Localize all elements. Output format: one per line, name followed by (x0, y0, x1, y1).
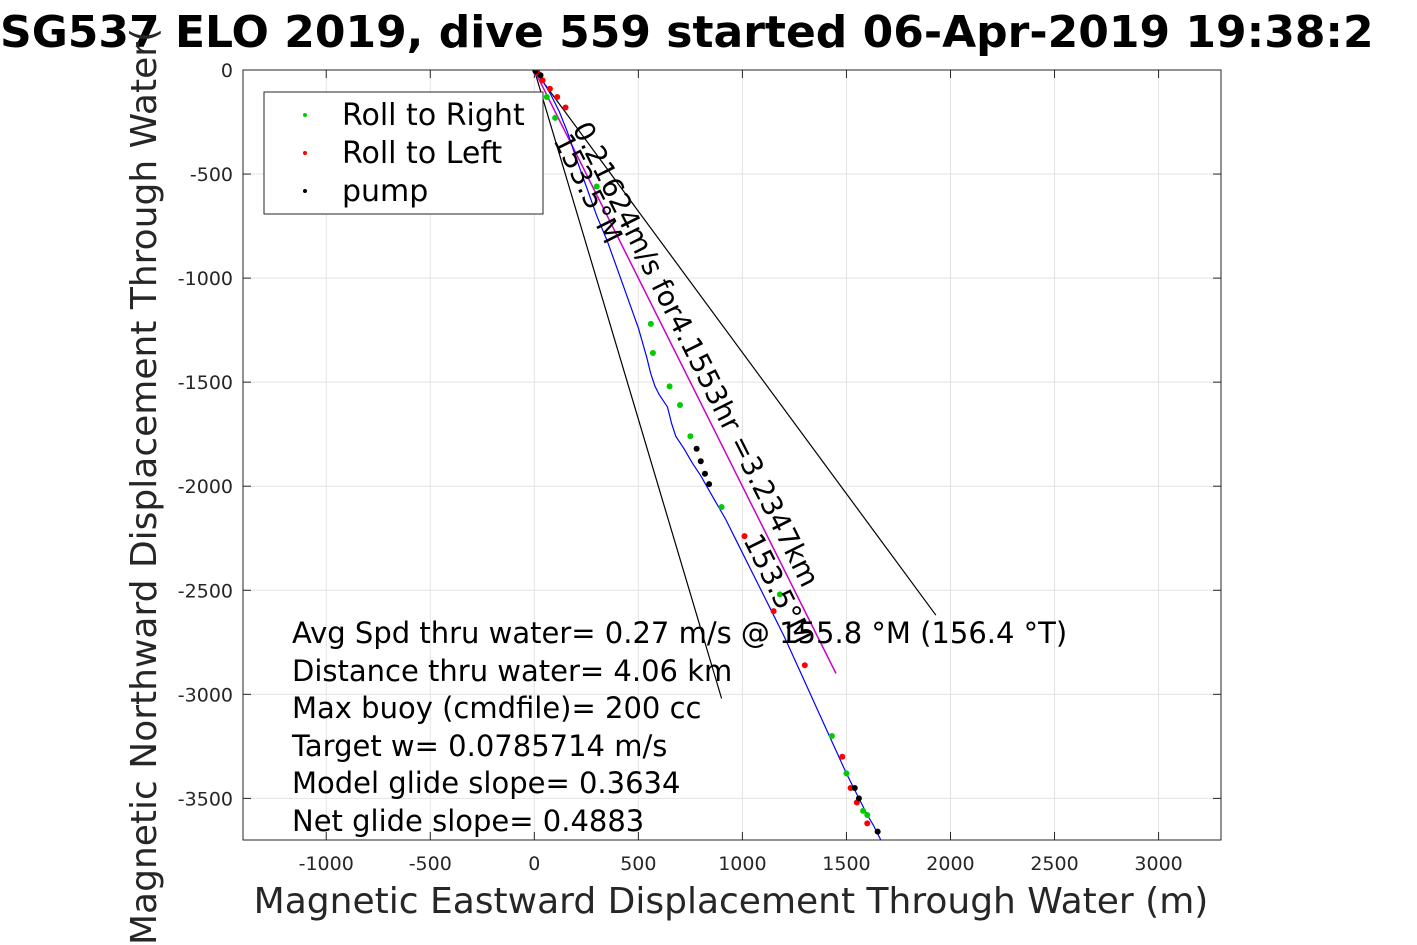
roll-right-point (676, 402, 683, 409)
roll-left-point (546, 85, 553, 92)
x-tick-label: -500 (409, 853, 452, 875)
y-tick-label: 0 (221, 60, 233, 82)
x-tick-label: 500 (620, 853, 656, 875)
x-tick-label: 1000 (718, 853, 766, 875)
axes-box (242, 69, 1222, 841)
stat-model-glide: Model glide slope= 0.3634 (292, 766, 680, 800)
roll-right-point (649, 350, 656, 357)
stat-avg-speed: Avg Spd thru water= 0.27 m/s @ 155.8 °M … (292, 616, 1067, 650)
glider-track-line (533, 70, 882, 840)
roll-left-point (801, 662, 808, 669)
legend-marker-roll-right (303, 113, 307, 117)
roll-left-point (741, 533, 748, 540)
x-tick-label: 0 (528, 853, 540, 875)
stat-target-w: Target w= 0.0785714 m/s (291, 729, 667, 763)
y-tick-label: -1000 (178, 268, 233, 290)
x-tick-label: 2500 (1030, 853, 1078, 875)
roll-right-point (552, 114, 559, 121)
heading-line (533, 70, 723, 699)
roll-right-point (843, 770, 850, 777)
legend-box (263, 91, 544, 215)
roll-left-point (847, 784, 854, 791)
y-tick-label: -1500 (178, 372, 233, 394)
legend-label-roll-left: Roll to Left (342, 136, 502, 171)
roll-left-point (539, 77, 546, 84)
roll-right-point (593, 183, 600, 190)
roll-left-point (839, 753, 846, 760)
roll-left-point (864, 820, 871, 827)
y-tick-label: -3000 (178, 684, 233, 706)
pump-point (532, 70, 539, 75)
legend: Roll to Right Roll to Left pump (263, 91, 544, 215)
pump-point (693, 445, 700, 452)
y-tick-label: -2000 (178, 476, 233, 498)
roll-right-point (718, 504, 725, 511)
x-axis-label: Magnetic Eastward Displacement Through W… (254, 881, 1209, 922)
roll-right-point (647, 320, 654, 327)
chart-title: SG537 ELO 2019, dive 559 started 06-Apr-… (0, 7, 1374, 58)
net-current-vector (533, 70, 837, 674)
dive-stats: Avg Spd thru water= 0.27 m/s @ 155.8 °M … (291, 616, 1067, 838)
x-tick-label: 2000 (926, 853, 974, 875)
heading-line (533, 70, 937, 616)
pump-point (874, 828, 881, 835)
legend-marker-roll-left (303, 151, 307, 155)
stat-distance: Distance thru water= 4.06 km (292, 654, 732, 688)
stat-max-buoy: Max buoy (cmdfile)= 200 cc (292, 691, 701, 725)
roll-right-point (860, 807, 867, 814)
roll-right-point (666, 383, 673, 390)
y-axis-label: Magnetic Northward Displacement Through … (124, 28, 165, 945)
roll-right-point (864, 812, 871, 819)
roll-left-point (770, 608, 777, 615)
x-tick-label: -1000 (299, 853, 354, 875)
pump-point (851, 784, 858, 791)
pump-point (855, 795, 862, 802)
roll-right-point (687, 433, 694, 440)
y-ticks: 0 -500 -1000 -1500 -2000 -2500 -3000 -3500 (178, 60, 1221, 810)
pump-point (706, 481, 713, 488)
data-series (532, 70, 937, 840)
roll-right-point (543, 94, 550, 101)
pump-point (697, 458, 704, 465)
legend-label-pump: pump (342, 174, 428, 209)
stat-net-glide: Net glide slope= 0.4883 (292, 804, 644, 838)
x-tick-label: 1500 (822, 853, 870, 875)
roll-left-point (562, 104, 569, 111)
roll-left-point (554, 94, 561, 101)
legend-marker-pump (303, 189, 307, 193)
x-tick-label: 3000 (1134, 853, 1182, 875)
x-ticks: -1000 -500 0 500 1000 1500 2000 2500 3000 (299, 70, 1183, 875)
pump-point (537, 72, 544, 79)
y-tick-label: -500 (190, 164, 233, 186)
roll-right-point (828, 732, 835, 739)
legend-label-roll-right: Roll to Right (342, 98, 525, 133)
y-tick-label: -3500 (178, 788, 233, 810)
pump-point (701, 470, 708, 477)
roll-right-point (776, 591, 783, 598)
y-tick-label: -2500 (178, 580, 233, 602)
